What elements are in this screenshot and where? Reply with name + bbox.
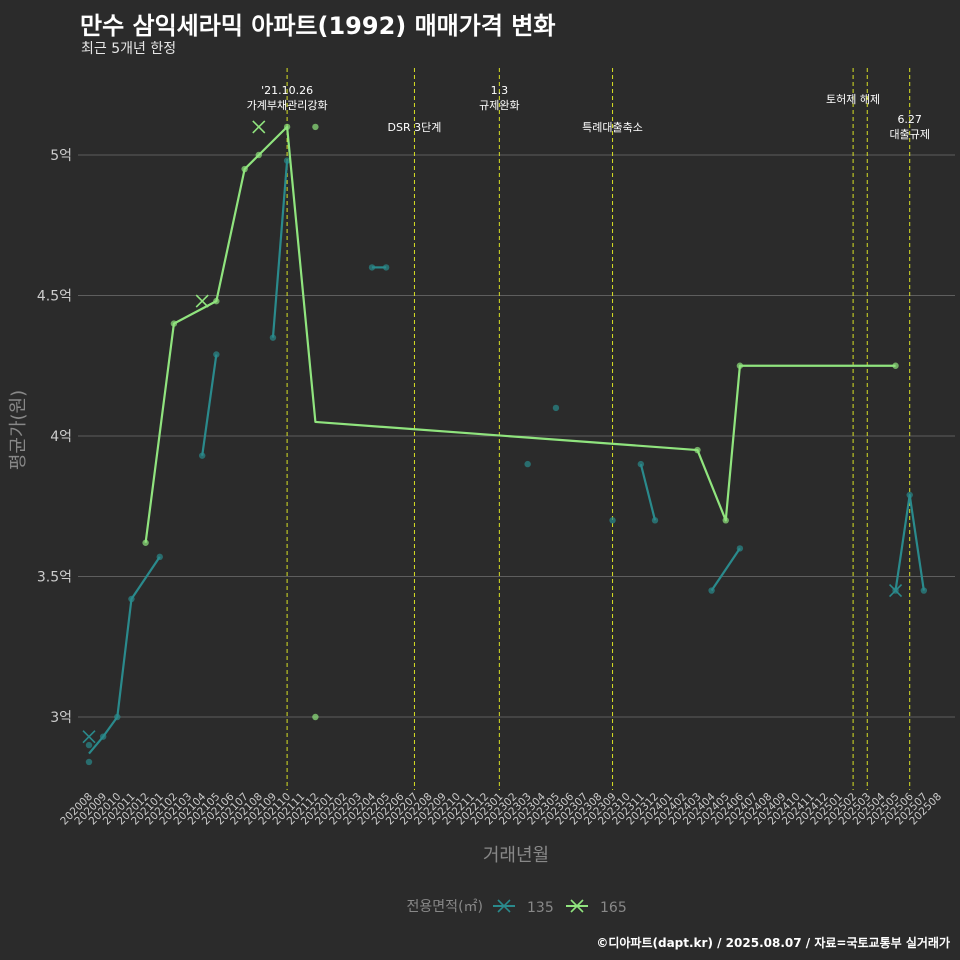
y-tick-label: 3억 bbox=[50, 710, 72, 726]
data-point-165 bbox=[722, 517, 729, 524]
series-135 bbox=[82, 157, 928, 766]
data-point-135 bbox=[85, 741, 93, 749]
series-line-135 bbox=[88, 556, 161, 755]
x-axis: 2020082020092020102020112020122021012021… bbox=[58, 790, 944, 827]
cross-marker-165 bbox=[195, 294, 209, 308]
data-point-135 bbox=[85, 758, 93, 766]
cross-stroke bbox=[252, 120, 266, 134]
event-label-line: 대출규제 bbox=[889, 128, 929, 141]
event-label: 특례대출축소 bbox=[582, 121, 643, 134]
event-label-line: DSR 3단계 bbox=[388, 121, 442, 134]
series-line-135 bbox=[710, 547, 741, 592]
event-label-line: 가계부채관리강화 bbox=[247, 99, 328, 112]
cross-marker-135 bbox=[82, 730, 96, 744]
data-point-165 bbox=[312, 713, 319, 721]
y-tick-label: 3.5억 bbox=[37, 570, 72, 586]
legend-swatch-cross bbox=[497, 899, 511, 913]
data-point-135 bbox=[651, 517, 659, 524]
data-point-165 bbox=[892, 362, 899, 369]
event-label: DSR 3단계 bbox=[388, 121, 442, 134]
data-point-135 bbox=[524, 460, 531, 468]
data-point-165 bbox=[241, 165, 248, 173]
data-point-135 bbox=[637, 460, 645, 468]
cross-stroke bbox=[888, 583, 903, 598]
event-label: 토허제 해제 bbox=[826, 92, 880, 106]
data-point-165 bbox=[170, 320, 178, 327]
gridlines: 3억 3.5억 4억 4.5억 5억 bbox=[37, 148, 955, 726]
data-point-135 bbox=[283, 157, 291, 164]
legend-label: 165 bbox=[600, 900, 627, 916]
data-point-165 bbox=[255, 151, 262, 159]
data-point-135 bbox=[213, 351, 220, 358]
cross-marker-135 bbox=[888, 583, 903, 598]
legend-label: 135 bbox=[527, 900, 554, 916]
y-tick-label: 4억 bbox=[50, 429, 72, 445]
y-tick-label: 4.5억 bbox=[37, 289, 72, 305]
event-label-line: 6.27 bbox=[897, 113, 922, 126]
cross-stroke bbox=[195, 294, 209, 308]
event-label: 1.3 규제완화 bbox=[479, 84, 519, 112]
event-label-line: 1.3 bbox=[491, 84, 509, 97]
y-axis-title: 평균가(원) bbox=[8, 390, 29, 470]
legend: 전용면적(㎡) 135 165 bbox=[407, 899, 627, 916]
event-label-line: 규제완화 bbox=[479, 99, 519, 112]
data-point-135 bbox=[156, 553, 163, 561]
legend-swatch-cross bbox=[570, 899, 584, 913]
cross-marker-165 bbox=[252, 120, 266, 134]
event-label-line: 특례대출축소 bbox=[582, 121, 643, 134]
series-line-165 bbox=[144, 125, 896, 543]
data-point-165 bbox=[213, 297, 220, 305]
data-point-135 bbox=[114, 713, 121, 721]
cross-stroke bbox=[82, 730, 96, 744]
data-point-135 bbox=[128, 595, 135, 603]
data-point-135 bbox=[736, 545, 744, 552]
data-point-165 bbox=[736, 362, 744, 369]
source-caption: ©디아파트(dapt.kr) / 2025.08.07 / 자료=국토교통부 실… bbox=[596, 936, 950, 950]
data-point-165 bbox=[312, 123, 319, 131]
data-point-135 bbox=[269, 334, 277, 341]
data-point-135 bbox=[708, 587, 715, 594]
x-axis-title: 거래년월 bbox=[483, 845, 549, 866]
event-label: '21.10.26 가계부채관리강화 bbox=[247, 84, 328, 112]
event-label-line: '21.10.26 bbox=[261, 84, 313, 97]
data-point-165 bbox=[694, 446, 701, 454]
event-label: 6.27 대출규제 bbox=[889, 113, 929, 141]
series-line-135 bbox=[639, 463, 657, 521]
data-point-165 bbox=[283, 123, 291, 131]
data-point-135 bbox=[552, 404, 560, 412]
chart-subtitle: 최근 5개년 한정 bbox=[81, 41, 177, 57]
data-point-135 bbox=[199, 452, 206, 459]
data-point-135 bbox=[368, 264, 376, 271]
chart-title: 만수 삼익세라믹 아파트(1992) 매매가격 변화 bbox=[80, 12, 556, 40]
y-tick-label: 5억 bbox=[50, 148, 72, 164]
event-label-line: 토허제 해제 bbox=[826, 92, 880, 106]
data-point-135 bbox=[906, 491, 913, 499]
legend-title: 전용면적(㎡) bbox=[407, 899, 483, 915]
data-point-135 bbox=[382, 264, 390, 271]
data-point-135 bbox=[920, 587, 928, 594]
series-165 bbox=[142, 120, 899, 721]
series-line-135 bbox=[271, 160, 289, 338]
data-point-135 bbox=[99, 733, 107, 740]
data-point-165 bbox=[142, 539, 149, 546]
series-line-135 bbox=[201, 354, 218, 456]
data-point-135 bbox=[609, 517, 616, 524]
